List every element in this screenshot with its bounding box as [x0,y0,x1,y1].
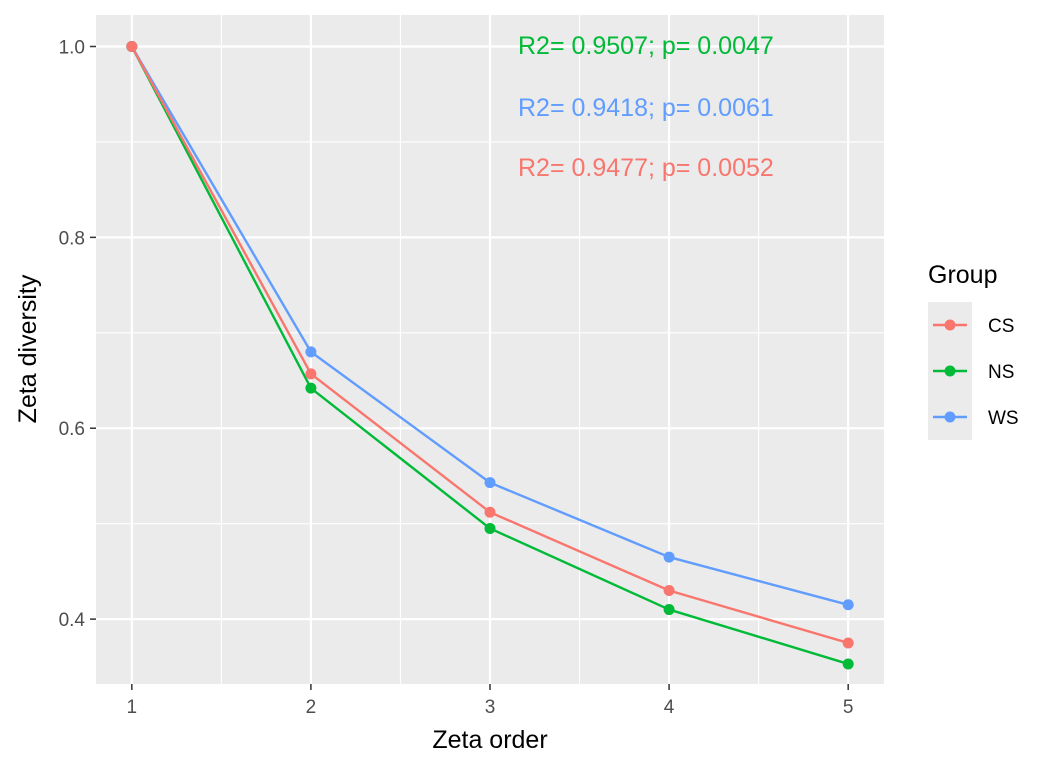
y-tick-label: 0.6 [59,419,85,440]
x-axis: 1 2 3 4 5 [127,684,854,718]
annotations: R2= 0.9507; p= 0.0047 R2= 0.9418; p= 0.0… [518,32,774,182]
y-axis-title: Zeta diversity [14,274,42,423]
data-point-ns [484,522,496,534]
data-point-ns [663,604,675,616]
y-tick-label: 0.4 [59,610,86,631]
data-point-ns [842,658,854,670]
grid-major [96,15,884,684]
annotation-ns: R2= 0.9507; p= 0.0047 [518,32,774,60]
annotation-ws: R2= 0.9418; p= 0.0061 [518,94,774,122]
x-tick-label: 3 [485,697,496,718]
data-point-cs [663,584,675,596]
x-axis-title: Zeta order [432,726,547,754]
data-point-ws [484,477,496,489]
y-tick-label: 0.8 [59,228,85,249]
x-tick-label: 4 [664,697,675,718]
series-points [126,40,854,670]
data-point-ws [305,346,317,358]
legend-key-point [944,365,956,377]
legend-keys: CS NS WS [928,302,1019,440]
data-point-cs [126,40,138,52]
x-tick-label: 1 [127,697,138,718]
legend-label-ns: NS [988,362,1014,383]
legend-title: Group [928,261,997,289]
annotation-cs: R2= 0.9477; p= 0.0052 [518,154,774,182]
y-tick-label: 1.0 [59,37,85,58]
data-point-cs [484,506,496,518]
legend-label-cs: CS [988,316,1014,337]
data-point-cs [305,368,317,380]
x-tick-label: 5 [843,697,854,718]
data-point-ws [663,551,675,563]
legend: Group CS NS WS [928,261,1019,440]
legend-key-point [944,411,956,423]
data-point-ns [305,382,317,394]
x-tick-label: 2 [306,697,317,718]
data-point-cs [842,637,854,649]
y-axis: 0.4 0.6 0.8 1.0 [59,37,96,631]
legend-label-ws: WS [988,408,1019,429]
legend-key-point [944,319,956,331]
data-point-ws [842,599,854,611]
